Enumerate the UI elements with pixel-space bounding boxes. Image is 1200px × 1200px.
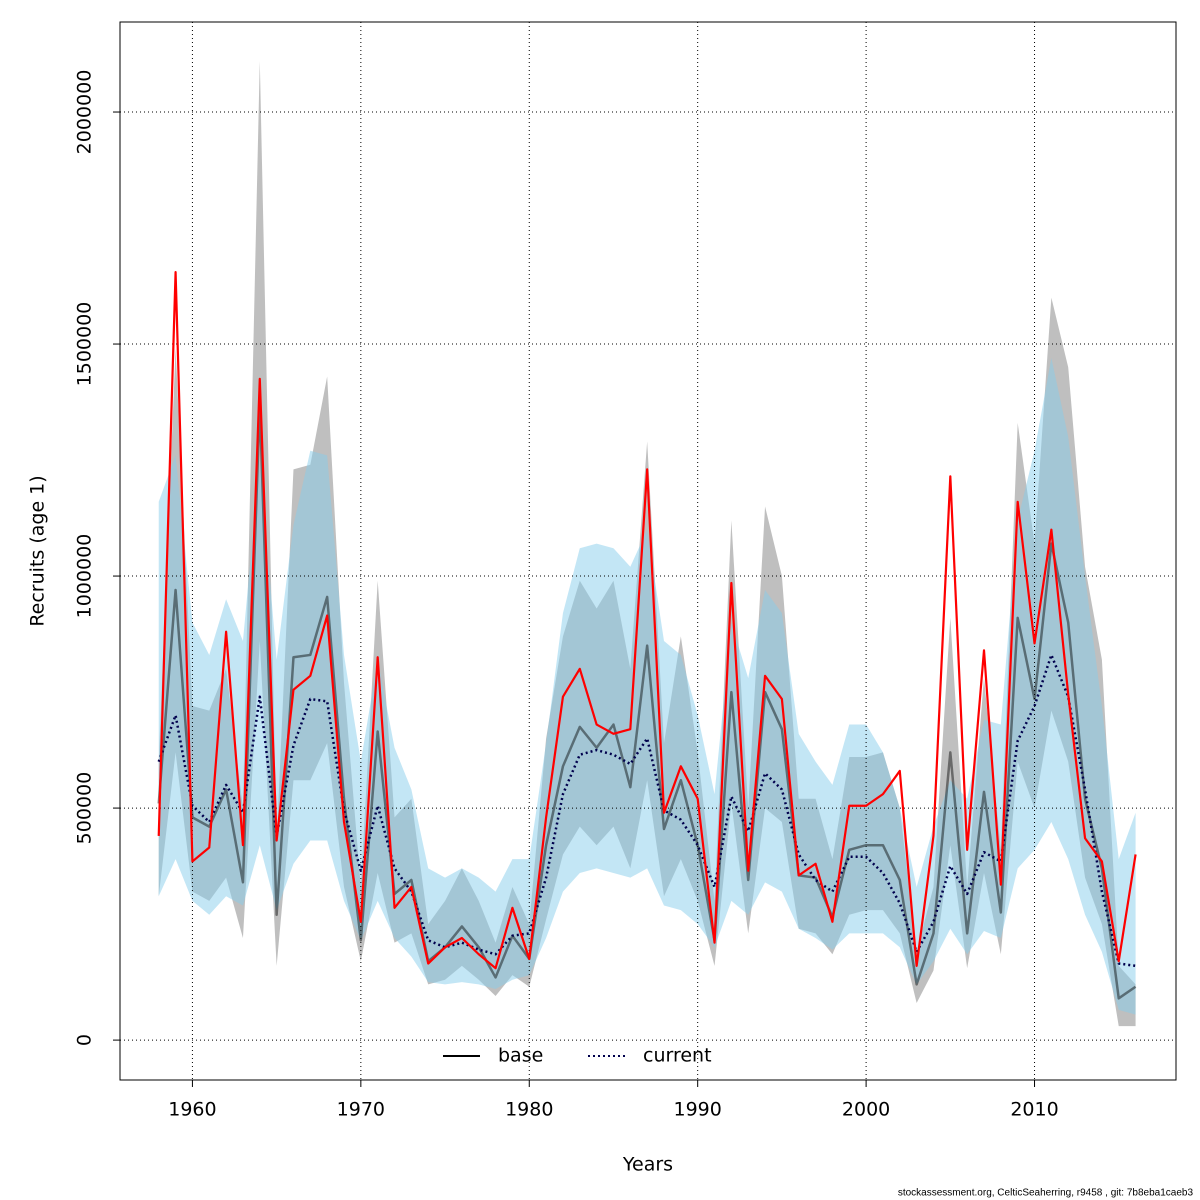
legend-label: base xyxy=(498,1045,543,1067)
x-axis-title: Years xyxy=(622,1154,673,1176)
x-tick-label: 1960 xyxy=(168,1099,216,1121)
series-line xyxy=(157,403,1137,1000)
lines xyxy=(157,271,1137,1000)
y-tick-label: 500000 xyxy=(74,772,96,845)
x-tick-label: 1980 xyxy=(505,1099,553,1121)
x-tick-label: 2010 xyxy=(1010,1099,1058,1121)
y-tick-label: 1500000 xyxy=(74,302,96,387)
y-tick-label: 0 xyxy=(74,1034,96,1046)
y-axis-title: Recruits (age 1) xyxy=(27,475,49,626)
confidence-band xyxy=(158,357,1136,1015)
grid xyxy=(120,22,1176,1080)
x-tick-label: 1970 xyxy=(337,1099,385,1121)
legend: base current xyxy=(443,1045,712,1067)
series-line xyxy=(157,653,1136,968)
y-tick-label: 1000000 xyxy=(74,534,96,619)
bands xyxy=(158,60,1136,1027)
x-tick-label: 2000 xyxy=(842,1099,890,1121)
x-tick-label: 1990 xyxy=(674,1099,722,1121)
legend-label: current xyxy=(643,1045,712,1067)
footer: stockassessment.org, CelticSeaherring, r… xyxy=(898,1188,1194,1199)
plot-frame xyxy=(119,21,1177,1081)
y-tick-label: 2000000 xyxy=(74,70,96,155)
series-line xyxy=(157,271,1137,970)
